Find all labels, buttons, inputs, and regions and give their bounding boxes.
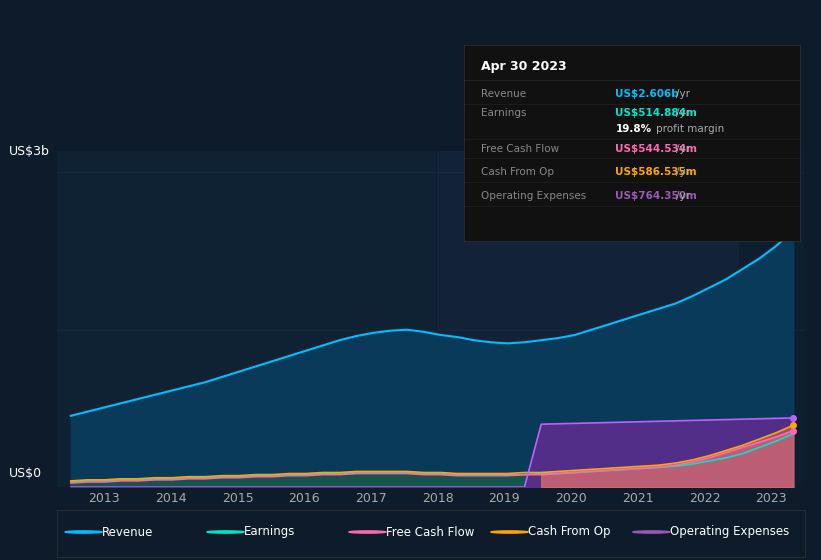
Text: Cash From Op: Cash From Op <box>481 167 553 177</box>
Text: profit margin: profit margin <box>656 124 724 134</box>
Text: US$0: US$0 <box>9 468 42 480</box>
Text: Apr 30 2023: Apr 30 2023 <box>481 60 566 73</box>
Bar <box>438 151 738 487</box>
Text: US$3b: US$3b <box>9 144 50 158</box>
Text: /yr: /yr <box>676 167 690 177</box>
Text: /yr: /yr <box>676 89 690 99</box>
Text: Operating Expenses: Operating Expenses <box>481 191 586 200</box>
Text: /yr: /yr <box>676 109 690 118</box>
Text: US$544.534m: US$544.534m <box>616 144 697 153</box>
Circle shape <box>65 531 103 533</box>
Circle shape <box>491 531 528 533</box>
Circle shape <box>207 531 245 533</box>
Text: Free Cash Flow: Free Cash Flow <box>386 525 475 539</box>
Text: Operating Expenses: Operating Expenses <box>670 525 789 539</box>
Text: Revenue: Revenue <box>481 89 525 99</box>
Text: /yr: /yr <box>676 144 690 153</box>
Circle shape <box>633 531 670 533</box>
Text: Revenue: Revenue <box>103 525 154 539</box>
Text: /yr: /yr <box>676 191 690 200</box>
Text: 19.8%: 19.8% <box>616 124 652 134</box>
Circle shape <box>349 531 386 533</box>
Text: Earnings: Earnings <box>481 109 526 118</box>
Text: US$2.606b: US$2.606b <box>616 89 679 99</box>
Text: Earnings: Earnings <box>245 525 296 539</box>
Text: Free Cash Flow: Free Cash Flow <box>481 144 559 153</box>
Bar <box>738 151 805 487</box>
Text: US$514.884m: US$514.884m <box>616 109 697 118</box>
Text: US$586.535m: US$586.535m <box>616 167 697 177</box>
Text: US$764.350m: US$764.350m <box>616 191 697 200</box>
Text: Cash From Op: Cash From Op <box>528 525 611 539</box>
